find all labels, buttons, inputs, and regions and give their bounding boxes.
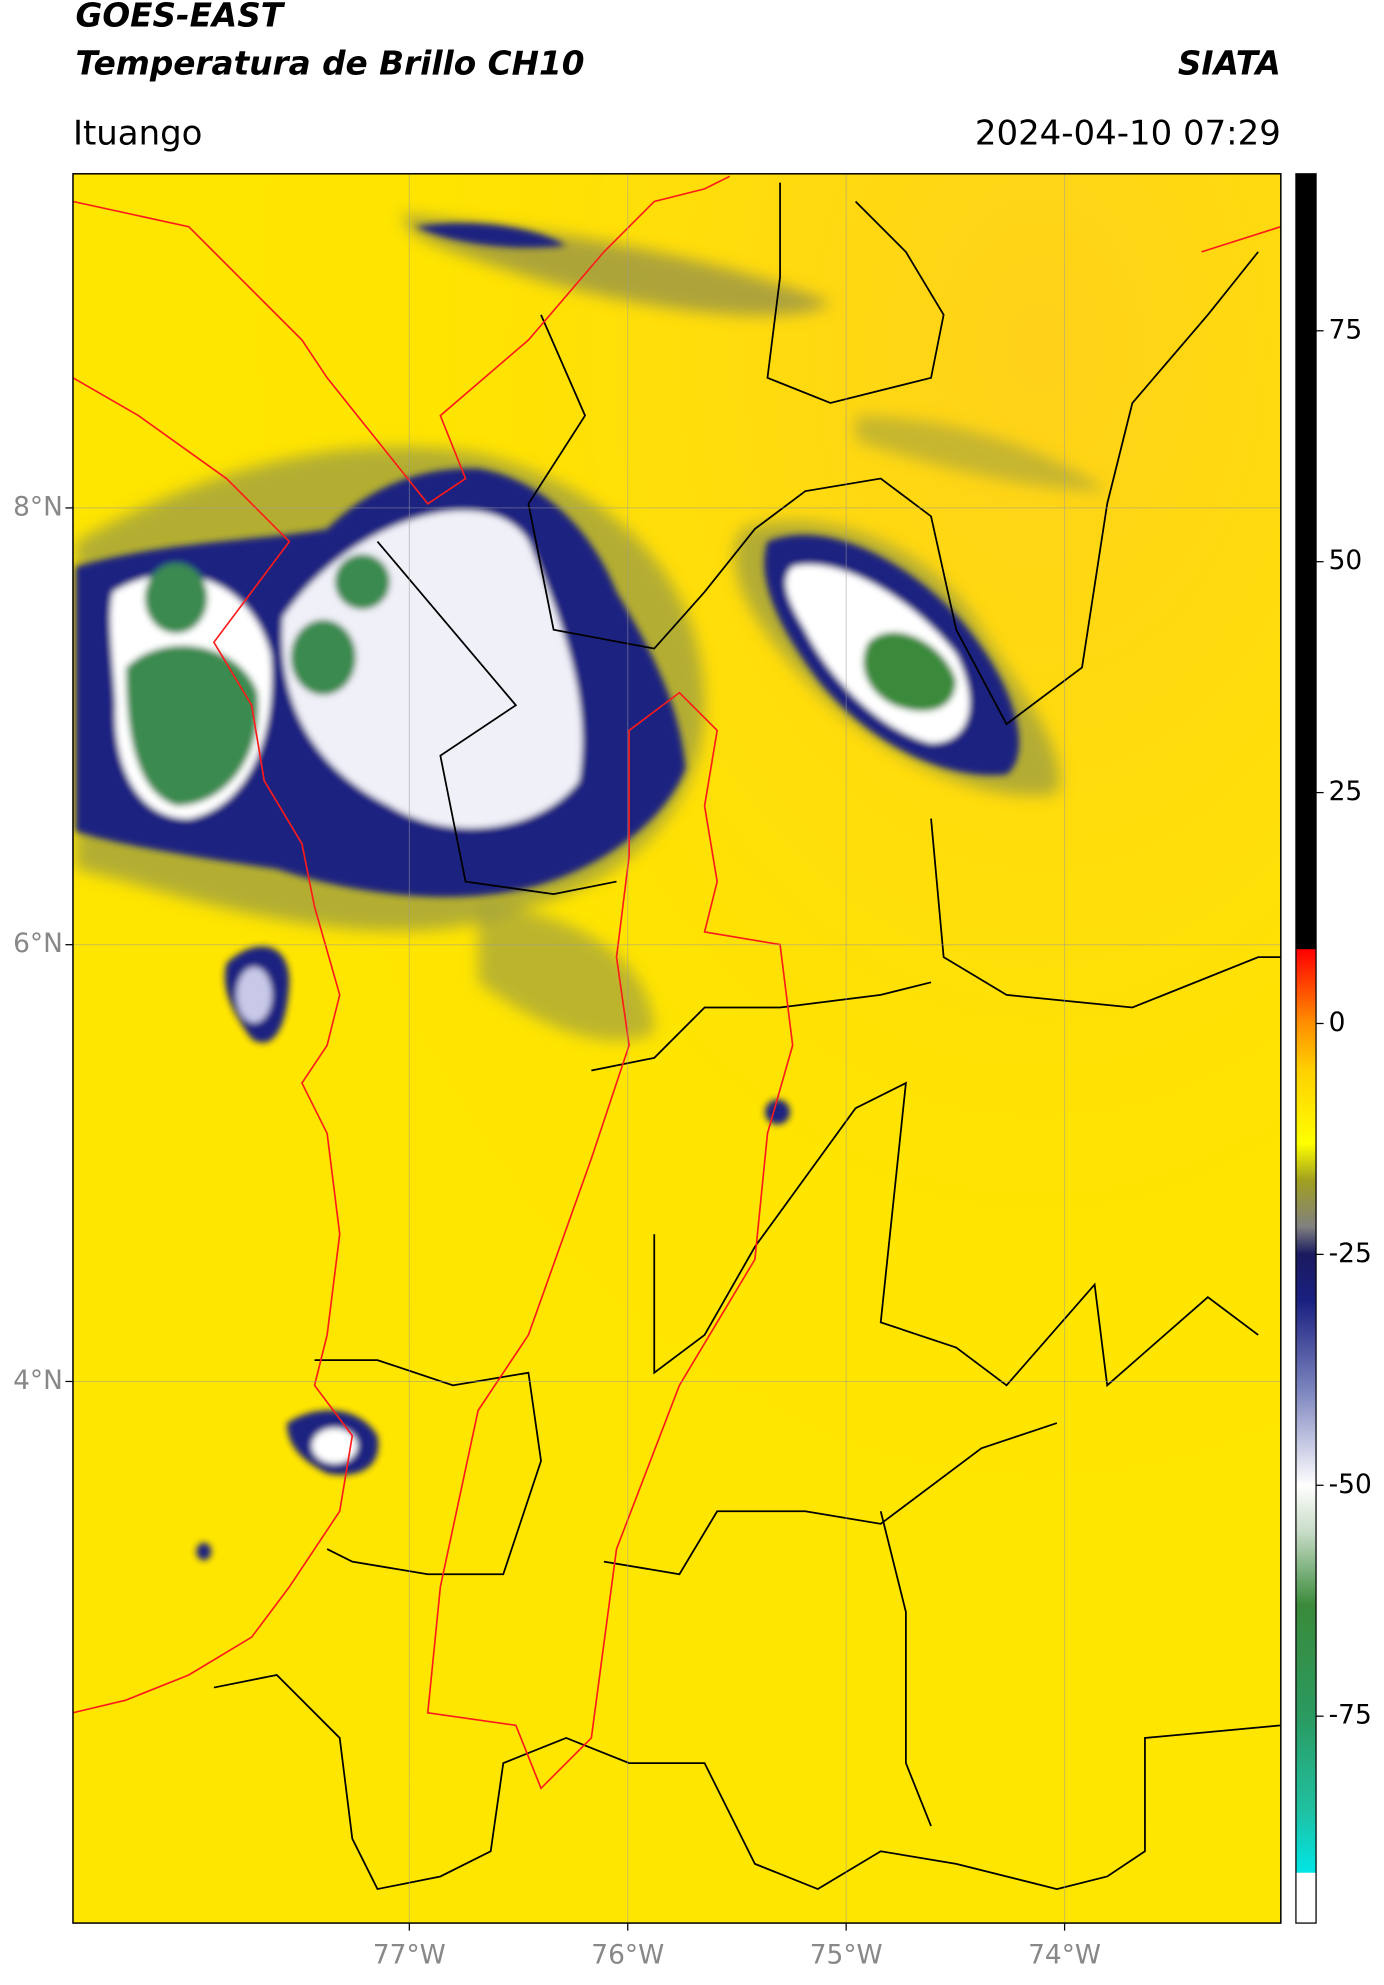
colorbar-tick-label: 75 — [1329, 314, 1363, 345]
colorbar-tick-label: 25 — [1329, 776, 1363, 807]
colorbar-tick-label: 50 — [1329, 545, 1363, 576]
colorbar — [1295, 173, 1317, 1924]
subtitle: Temperatura de Brillo CH10 — [75, 44, 584, 82]
colorbar-tick-label: -50 — [1329, 1469, 1372, 1500]
x-tick-label: 77°W — [373, 1939, 446, 1970]
colorbar-tick-label: -75 — [1329, 1700, 1372, 1731]
x-tick-label: 74°W — [1028, 1939, 1101, 1970]
y-tick-label: 8°N — [13, 491, 63, 522]
x-tick-label: 76°W — [591, 1939, 664, 1970]
region: Ituango — [73, 113, 203, 153]
map-background — [72, 173, 1281, 1924]
colorbar-tick-label: -25 — [1329, 1238, 1372, 1269]
x-tick-label: 75°W — [810, 1939, 883, 1970]
title: GOES-EAST — [75, 0, 285, 35]
y-tick-label: 4°N — [13, 1365, 63, 1396]
borders — [213, 182, 1281, 1891]
cloud-cores — [75, 223, 1020, 1561]
source: SIATA — [1178, 44, 1281, 82]
grid — [72, 173, 1281, 1924]
map-area — [72, 173, 1281, 1924]
map-frame — [72, 173, 1282, 1924]
colorbar-tick-label: 0 — [1329, 1007, 1346, 1038]
y-tick-label: 6°N — [13, 928, 63, 959]
coastline-and-boundary — [72, 175, 1281, 1790]
timestamp: 2024-04-10 07:29 — [975, 113, 1281, 153]
